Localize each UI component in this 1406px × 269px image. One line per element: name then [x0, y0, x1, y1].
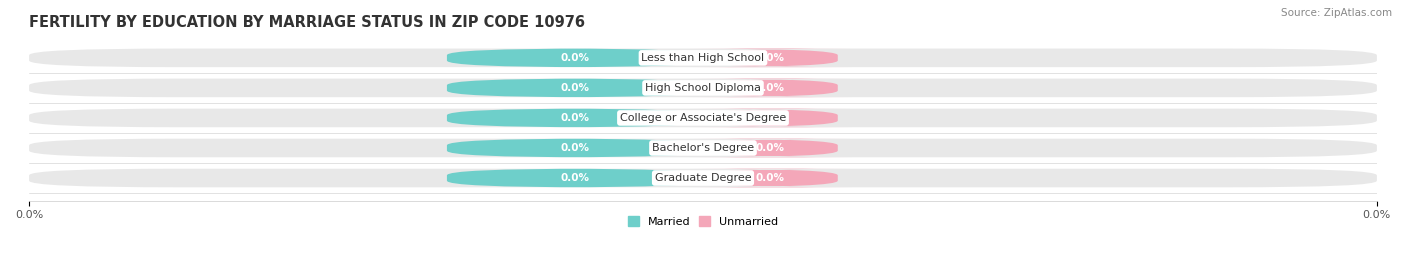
- Text: Bachelor's Degree: Bachelor's Degree: [652, 143, 754, 153]
- Text: 0.0%: 0.0%: [561, 83, 589, 93]
- Legend: Married, Unmarried: Married, Unmarried: [623, 212, 783, 231]
- FancyBboxPatch shape: [447, 48, 703, 67]
- Text: 0.0%: 0.0%: [561, 173, 589, 183]
- Text: 0.0%: 0.0%: [561, 113, 589, 123]
- Text: College or Associate's Degree: College or Associate's Degree: [620, 113, 786, 123]
- FancyBboxPatch shape: [689, 79, 851, 97]
- FancyBboxPatch shape: [30, 48, 1376, 67]
- Text: High School Diploma: High School Diploma: [645, 83, 761, 93]
- FancyBboxPatch shape: [447, 169, 703, 187]
- Text: Less than High School: Less than High School: [641, 53, 765, 63]
- FancyBboxPatch shape: [447, 109, 703, 127]
- Text: 0.0%: 0.0%: [756, 53, 785, 63]
- FancyBboxPatch shape: [689, 169, 851, 187]
- Text: Source: ZipAtlas.com: Source: ZipAtlas.com: [1281, 8, 1392, 18]
- Text: 0.0%: 0.0%: [756, 83, 785, 93]
- FancyBboxPatch shape: [447, 79, 703, 97]
- FancyBboxPatch shape: [689, 139, 851, 157]
- FancyBboxPatch shape: [689, 48, 851, 67]
- FancyBboxPatch shape: [30, 139, 1376, 157]
- Text: 0.0%: 0.0%: [561, 143, 589, 153]
- FancyBboxPatch shape: [30, 169, 1376, 187]
- FancyBboxPatch shape: [30, 109, 1376, 127]
- Text: 0.0%: 0.0%: [756, 173, 785, 183]
- Text: 0.0%: 0.0%: [561, 53, 589, 63]
- Text: 0.0%: 0.0%: [756, 143, 785, 153]
- FancyBboxPatch shape: [447, 139, 703, 157]
- FancyBboxPatch shape: [689, 109, 851, 127]
- FancyBboxPatch shape: [30, 79, 1376, 97]
- Text: 0.0%: 0.0%: [756, 113, 785, 123]
- Text: FERTILITY BY EDUCATION BY MARRIAGE STATUS IN ZIP CODE 10976: FERTILITY BY EDUCATION BY MARRIAGE STATU…: [30, 15, 585, 30]
- Text: Graduate Degree: Graduate Degree: [655, 173, 751, 183]
